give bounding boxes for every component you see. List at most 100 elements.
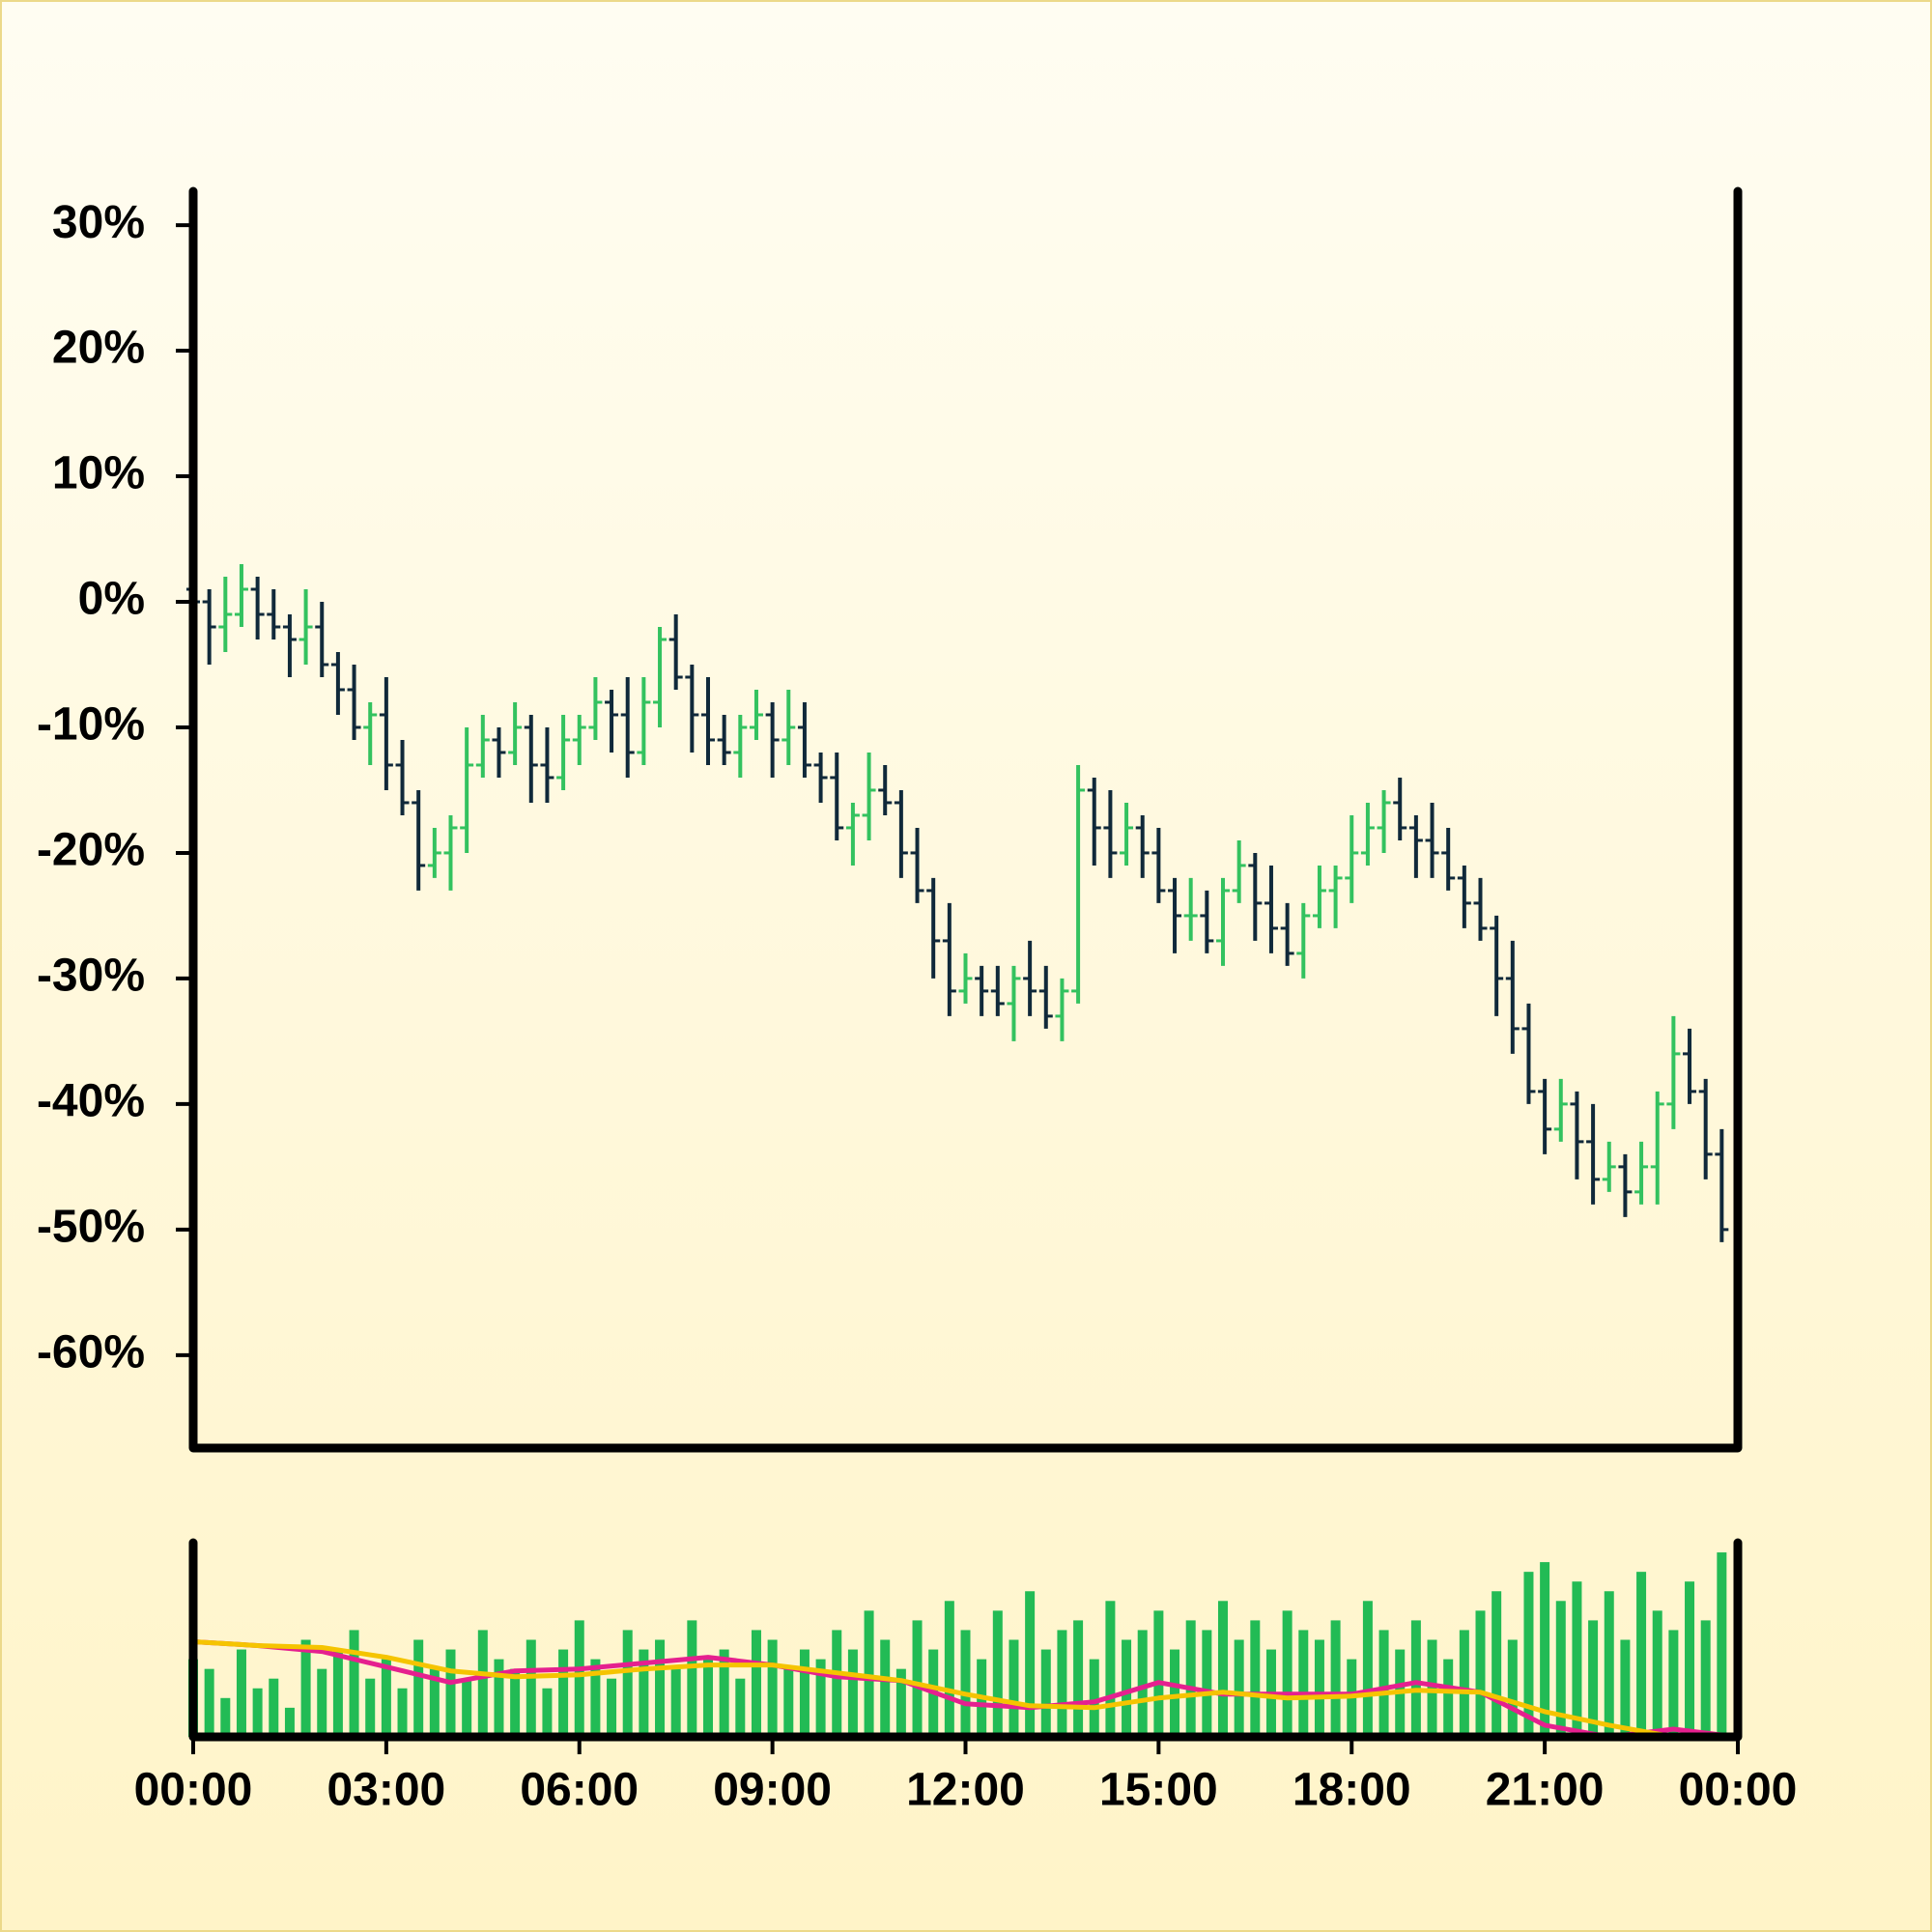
x-tick-label: 21:00: [1486, 1765, 1605, 1816]
x-tick-label: 09:00: [713, 1765, 832, 1816]
volume-bar: [783, 1668, 794, 1737]
volume-bar: [1009, 1639, 1019, 1737]
volume-bar: [960, 1630, 971, 1737]
volume-frame: [188, 1538, 1743, 1742]
y-tick-label: 10%: [52, 448, 145, 499]
volume-bar: [799, 1649, 810, 1737]
y-tick-label: -30%: [37, 951, 145, 1002]
volume-bar: [1122, 1639, 1132, 1737]
x-tick-label: 00:00: [1679, 1765, 1798, 1816]
volume-panel: 00:00 03:00 06:00 09:00 12:00 15:00 18:00 21:00…: [134, 1552, 1798, 1816]
volume-bar: [252, 1688, 263, 1737]
volume-bar: [510, 1668, 521, 1737]
volume-bar: [590, 1659, 601, 1737]
volume-bar: [1153, 1610, 1164, 1737]
volume-bar: [703, 1659, 713, 1737]
volume-bar: [1604, 1591, 1614, 1737]
volume-bar: [622, 1630, 633, 1737]
volume-bar: [284, 1707, 295, 1737]
volume-bar: [365, 1678, 376, 1737]
x-tick-label: 12:00: [906, 1765, 1025, 1816]
volume-bar: [1475, 1610, 1486, 1737]
volume-bar: [526, 1639, 536, 1737]
volume-bar: [1378, 1630, 1389, 1737]
volume-bar: [1218, 1601, 1228, 1737]
volume-bar: [1636, 1572, 1647, 1737]
volume-bar: [1523, 1572, 1534, 1737]
volume-bar: [1620, 1639, 1631, 1737]
volume-bar: [1443, 1659, 1454, 1737]
moving-average: [192, 1639, 1738, 1740]
price-frame: [188, 186, 1743, 1453]
volume-bar: [944, 1601, 954, 1737]
volume-bar: [1025, 1591, 1036, 1737]
volume-bar: [1652, 1610, 1662, 1737]
volume-bar: [413, 1639, 424, 1737]
volume-bar: [1170, 1649, 1180, 1737]
volume-bar: [687, 1620, 697, 1737]
volume-bar: [912, 1620, 923, 1737]
y-tick-label: 30%: [52, 197, 145, 248]
volume-bar: [864, 1610, 874, 1737]
volume-bar: [1572, 1581, 1582, 1737]
volume-bar: [1555, 1601, 1566, 1737]
volume-bar: [767, 1639, 778, 1737]
volume-bar: [735, 1678, 746, 1737]
x-tick-label: 18:00: [1293, 1765, 1411, 1816]
volume-bar: [494, 1659, 504, 1737]
axes: [188, 186, 1743, 1742]
volume-bar: [1040, 1649, 1051, 1737]
volume-bar: [607, 1678, 617, 1737]
x-tick-label: 15:00: [1099, 1765, 1218, 1816]
volume-bar: [1202, 1630, 1212, 1737]
volume-bar: [1137, 1630, 1148, 1737]
volume-bar: [1314, 1639, 1324, 1737]
volume-bar: [1459, 1630, 1469, 1737]
volume-bar: [1588, 1620, 1599, 1737]
volume-bar: [992, 1610, 1003, 1737]
volume-bar: [1700, 1620, 1711, 1737]
volume-bar: [895, 1668, 906, 1737]
volume-bar: [1427, 1639, 1437, 1737]
volume-bar: [1105, 1601, 1116, 1737]
volume-bar: [1717, 1552, 1727, 1737]
volume-bar: [1362, 1601, 1373, 1737]
volume-bar: [1089, 1659, 1099, 1737]
volume-bar: [1185, 1620, 1196, 1737]
volume-bar: [1298, 1630, 1309, 1737]
volume-bar: [317, 1668, 327, 1737]
y-tick-label: -10%: [37, 699, 145, 751]
y-tick-label: -60%: [37, 1326, 145, 1378]
volume-bar: [1057, 1630, 1067, 1737]
volume-bar: [815, 1659, 826, 1737]
volume-bar: [204, 1668, 214, 1737]
volume-bar: [445, 1649, 456, 1737]
volume-bar: [751, 1630, 761, 1737]
volume-bar: [1507, 1639, 1518, 1737]
volume-bar: [1250, 1620, 1261, 1737]
y-tick-label: -50%: [37, 1202, 145, 1253]
volume-bar: [462, 1678, 472, 1737]
volume-bar: [381, 1659, 391, 1737]
volume-bar: [1410, 1620, 1421, 1737]
y-tick-label: 20%: [52, 323, 145, 374]
volume-bar: [269, 1678, 279, 1737]
volume-bar: [880, 1639, 891, 1737]
volume-bar: [429, 1668, 440, 1737]
volume-bar: [1540, 1562, 1550, 1737]
volume-bar: [1234, 1639, 1244, 1737]
y-tick-label: -40%: [37, 1076, 145, 1127]
volume-bar: [847, 1649, 858, 1737]
volume-bar: [236, 1649, 246, 1737]
volume-bar: [832, 1630, 842, 1737]
price-panel: 30% 20% 10% 0% -10% -20% -30% -40% -50% -60%: [37, 197, 1729, 1378]
volume-bar: [574, 1620, 584, 1737]
volume-bar: [1073, 1620, 1084, 1737]
y-tick-label: 0%: [78, 574, 145, 625]
volume-bar: [670, 1668, 681, 1737]
volume-bar: [1330, 1620, 1341, 1737]
volume-bar: [558, 1649, 569, 1737]
volume-bar: [639, 1649, 649, 1737]
